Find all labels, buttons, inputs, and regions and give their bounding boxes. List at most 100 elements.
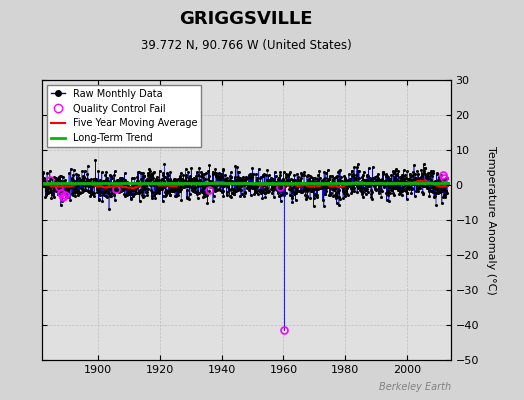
Point (123, 190, 132, 196)
Point (142, 180, 150, 186)
Point (52, 176, 60, 182)
Point (47, 189, 55, 196)
Point (114, 179, 123, 185)
Point (192, 188, 200, 195)
Point (314, 172, 322, 178)
Point (247, 180, 256, 187)
Point (120, 180, 128, 187)
Point (81, 186, 90, 192)
Point (74, 192, 82, 198)
Point (428, 182, 436, 189)
Point (266, 176, 275, 183)
Point (62, 186, 70, 193)
Point (150, 190, 158, 196)
Point (184, 178, 193, 184)
Point (214, 180, 223, 187)
Point (221, 179, 229, 186)
Point (105, 190, 114, 197)
Point (145, 180, 154, 186)
Point (149, 175, 157, 182)
Point (255, 188, 264, 194)
Point (144, 186, 152, 192)
Point (124, 182, 133, 189)
Point (363, 186, 371, 192)
Point (361, 176, 369, 183)
Point (243, 180, 252, 187)
Point (107, 173, 115, 179)
Point (422, 174, 430, 180)
Point (151, 195, 159, 201)
Point (183, 187, 191, 194)
Point (191, 185, 199, 192)
Point (411, 181, 420, 187)
Point (73, 179, 82, 186)
Point (269, 184, 277, 190)
Point (68, 174, 77, 181)
Point (413, 188, 422, 194)
Point (198, 189, 206, 195)
Point (425, 185, 433, 191)
Point (320, 184, 329, 190)
Point (60, 180, 69, 187)
Point (123, 184, 131, 191)
Point (154, 188, 162, 194)
Point (45, 184, 53, 191)
Point (176, 174, 184, 180)
Point (52, 184, 61, 191)
Point (79, 172, 88, 179)
Point (141, 184, 149, 191)
Point (366, 180, 374, 186)
Point (136, 187, 144, 193)
Point (115, 187, 123, 194)
Point (207, 184, 215, 190)
Point (65, 170, 73, 176)
Point (350, 188, 358, 194)
Point (116, 175, 125, 181)
Point (236, 186, 245, 193)
Point (202, 170, 210, 176)
Point (231, 178, 239, 184)
Point (107, 175, 116, 181)
Point (190, 179, 198, 186)
Point (287, 186, 295, 193)
Point (95, 195, 103, 202)
Point (155, 190, 163, 196)
Point (358, 178, 366, 184)
Point (61, 177, 69, 183)
Point (429, 168, 437, 174)
Point (248, 165, 257, 172)
Point (418, 182, 426, 188)
Point (212, 169, 220, 176)
Point (390, 182, 398, 188)
Point (249, 184, 257, 191)
Point (225, 179, 233, 185)
Point (351, 180, 359, 187)
Point (338, 182, 346, 189)
Point (361, 176, 369, 183)
Point (312, 179, 320, 186)
Point (129, 191, 138, 197)
Point (171, 186, 180, 192)
Point (312, 183, 320, 189)
Point (210, 193, 218, 200)
Point (306, 173, 314, 180)
Point (252, 171, 260, 178)
Point (431, 185, 439, 191)
Point (437, 184, 445, 191)
Point (48, 176, 57, 182)
Point (130, 186, 139, 192)
Point (80, 174, 88, 180)
Point (80, 175, 89, 181)
Point (223, 178, 232, 185)
Point (398, 172, 407, 178)
Point (269, 183, 278, 189)
Point (83, 175, 91, 182)
Point (288, 177, 297, 183)
Point (87, 181, 95, 187)
Point (243, 174, 251, 181)
Point (125, 189, 133, 196)
Point (268, 176, 276, 182)
Point (51, 178, 60, 184)
Point (355, 181, 364, 187)
Point (181, 177, 189, 184)
